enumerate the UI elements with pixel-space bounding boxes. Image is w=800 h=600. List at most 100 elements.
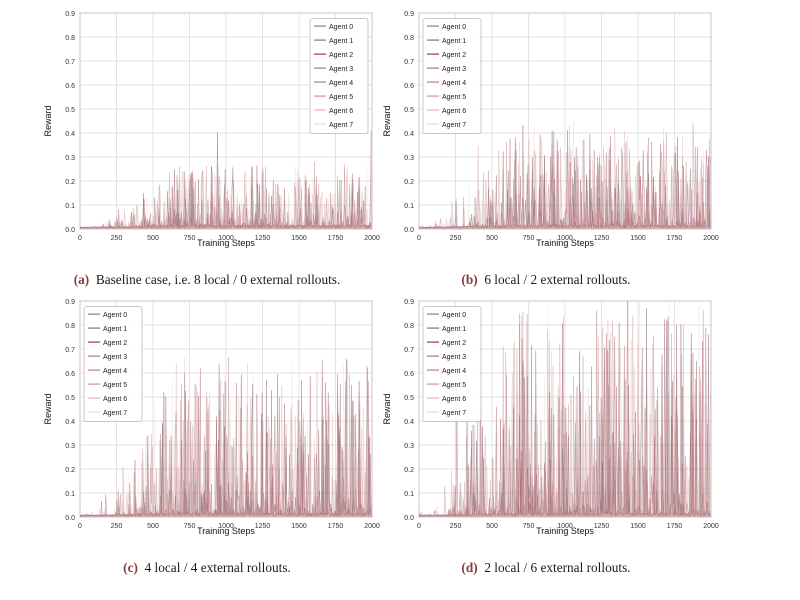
svg-text:Agent 0: Agent 0 (442, 24, 466, 31)
svg-text:500: 500 (147, 235, 159, 242)
svg-text:Agent 3: Agent 3 (329, 66, 353, 73)
svg-text:2000: 2000 (703, 235, 719, 242)
svg-text:2000: 2000 (364, 235, 380, 242)
svg-text:250: 250 (450, 235, 462, 242)
svg-text:250: 250 (111, 523, 123, 530)
svg-text:0.3: 0.3 (404, 155, 414, 162)
svg-text:Agent 7: Agent 7 (103, 410, 127, 417)
svg-text:1500: 1500 (291, 523, 307, 530)
svg-text:Agent 5: Agent 5 (442, 382, 466, 389)
svg-text:0.3: 0.3 (65, 443, 75, 450)
svg-text:0.2: 0.2 (65, 467, 75, 474)
svg-text:750: 750 (184, 235, 196, 242)
svg-text:Reward: Reward (43, 105, 53, 136)
svg-text:0.1: 0.1 (65, 203, 75, 210)
svg-text:0.1: 0.1 (404, 491, 414, 498)
svg-text:0: 0 (417, 523, 421, 530)
svg-text:0.6: 0.6 (404, 371, 414, 378)
svg-text:Agent 1: Agent 1 (442, 326, 466, 333)
svg-text:Reward: Reward (382, 393, 392, 424)
svg-text:0.5: 0.5 (404, 107, 414, 114)
svg-text:Training Steps: Training Steps (197, 526, 255, 536)
svg-text:Agent 5: Agent 5 (442, 94, 466, 101)
svg-text:0.4: 0.4 (404, 131, 414, 138)
svg-text:0.1: 0.1 (65, 491, 75, 498)
svg-text:Training Steps: Training Steps (536, 526, 594, 536)
svg-text:0.7: 0.7 (65, 347, 75, 354)
svg-text:Agent 4: Agent 4 (103, 368, 127, 375)
svg-text:Agent 1: Agent 1 (329, 38, 353, 45)
svg-text:1250: 1250 (594, 523, 610, 530)
svg-text:Training Steps: Training Steps (197, 238, 255, 248)
svg-text:Agent 7: Agent 7 (442, 410, 466, 417)
svg-text:1500: 1500 (291, 235, 307, 242)
svg-text:0.8: 0.8 (404, 35, 414, 42)
svg-text:0.3: 0.3 (65, 155, 75, 162)
svg-text:0.0: 0.0 (65, 515, 75, 522)
svg-text:0.5: 0.5 (404, 395, 414, 402)
svg-text:500: 500 (486, 523, 498, 530)
svg-text:0.1: 0.1 (404, 203, 414, 210)
svg-text:0.7: 0.7 (404, 347, 414, 354)
svg-text:2000: 2000 (703, 523, 719, 530)
svg-text:0.2: 0.2 (65, 179, 75, 186)
svg-text:1500: 1500 (630, 523, 646, 530)
svg-text:0.9: 0.9 (65, 11, 75, 18)
svg-text:0.5: 0.5 (65, 395, 75, 402)
svg-text:Agent 6: Agent 6 (442, 108, 466, 115)
svg-text:0.9: 0.9 (65, 299, 75, 306)
svg-text:500: 500 (486, 235, 498, 242)
svg-text:Agent 0: Agent 0 (442, 312, 466, 319)
svg-text:250: 250 (111, 235, 123, 242)
svg-text:Agent 4: Agent 4 (442, 368, 466, 375)
svg-text:Agent 7: Agent 7 (442, 122, 466, 129)
svg-text:Agent 6: Agent 6 (442, 396, 466, 403)
svg-text:0.2: 0.2 (404, 467, 414, 474)
svg-text:Agent 2: Agent 2 (329, 52, 353, 59)
svg-text:0.4: 0.4 (65, 131, 75, 138)
svg-text:Reward: Reward (43, 393, 53, 424)
svg-text:0.4: 0.4 (404, 419, 414, 426)
svg-text:1250: 1250 (255, 523, 271, 530)
svg-text:Agent 6: Agent 6 (103, 396, 127, 403)
svg-text:Agent 2: Agent 2 (103, 340, 127, 347)
svg-text:1750: 1750 (328, 523, 344, 530)
svg-text:250: 250 (450, 523, 462, 530)
svg-text:0.6: 0.6 (65, 371, 75, 378)
svg-text:Agent 1: Agent 1 (103, 326, 127, 333)
svg-text:1250: 1250 (594, 235, 610, 242)
svg-text:0.0: 0.0 (404, 227, 414, 234)
svg-text:Training Steps: Training Steps (536, 238, 594, 248)
svg-text:0.7: 0.7 (404, 59, 414, 66)
svg-text:Agent 2: Agent 2 (442, 340, 466, 347)
svg-text:0.8: 0.8 (65, 323, 75, 330)
svg-text:Agent 5: Agent 5 (329, 94, 353, 101)
svg-text:0.9: 0.9 (404, 299, 414, 306)
svg-text:500: 500 (147, 523, 159, 530)
svg-text:1750: 1750 (667, 523, 683, 530)
svg-text:Agent 0: Agent 0 (329, 24, 353, 31)
svg-text:Agent 1: Agent 1 (442, 38, 466, 45)
svg-text:1250: 1250 (255, 235, 271, 242)
svg-text:0.8: 0.8 (404, 323, 414, 330)
svg-text:Agent 3: Agent 3 (442, 354, 466, 361)
svg-text:0.8: 0.8 (65, 35, 75, 42)
svg-text:1750: 1750 (667, 235, 683, 242)
svg-text:Agent 6: Agent 6 (329, 108, 353, 115)
svg-text:0: 0 (417, 235, 421, 242)
svg-text:Agent 2: Agent 2 (442, 52, 466, 59)
svg-text:0: 0 (78, 523, 82, 530)
svg-text:750: 750 (184, 523, 196, 530)
svg-text:Agent 4: Agent 4 (329, 80, 353, 87)
svg-text:0.6: 0.6 (65, 83, 75, 90)
svg-text:0.2: 0.2 (404, 179, 414, 186)
svg-text:Agent 3: Agent 3 (442, 66, 466, 73)
svg-text:0.9: 0.9 (404, 11, 414, 18)
svg-text:Agent 0: Agent 0 (103, 312, 127, 319)
svg-text:Agent 7: Agent 7 (329, 122, 353, 129)
svg-text:Agent 5: Agent 5 (103, 382, 127, 389)
svg-text:2000: 2000 (364, 523, 380, 530)
svg-text:1500: 1500 (630, 235, 646, 242)
svg-text:Reward: Reward (382, 105, 392, 136)
svg-text:0.7: 0.7 (65, 59, 75, 66)
